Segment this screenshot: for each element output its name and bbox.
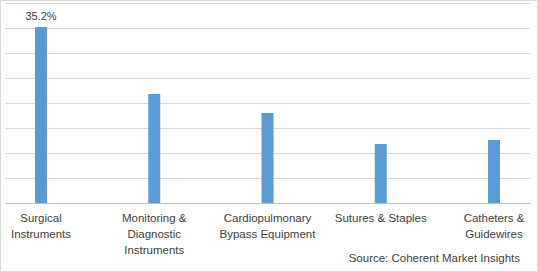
- category-label: Monitoring &DiagnosticInstruments: [122, 212, 187, 256]
- category-label: SurgicalInstruments: [11, 212, 71, 240]
- chart-frame: [1, 1, 538, 272]
- data-label: 35.2%: [25, 10, 56, 22]
- category-label: Catheters &Guidewires: [464, 212, 525, 240]
- grid-line: [5, 3, 530, 4]
- grid-line: [5, 28, 530, 29]
- category-label: Sutures & Staples: [335, 212, 427, 224]
- bar: [148, 94, 160, 203]
- grid-line: [5, 78, 530, 79]
- source-note: Source: Coherent Market Insights: [349, 252, 521, 264]
- bar: [35, 27, 47, 203]
- category-label: CardiopulmonaryBypass Equipment: [220, 212, 317, 240]
- bar: [488, 140, 500, 203]
- chart: 35.2% SurgicalInstruments Monitoring &Diag…: [0, 0, 538, 272]
- grid-line: [5, 203, 530, 204]
- grid-line: [5, 53, 530, 54]
- bar: [375, 144, 387, 203]
- chart-container: 35.2% SurgicalInstruments Monitoring &Diag…: [0, 0, 538, 272]
- grid-line: [5, 103, 530, 104]
- bar: [262, 113, 274, 203]
- bars: [35, 27, 500, 203]
